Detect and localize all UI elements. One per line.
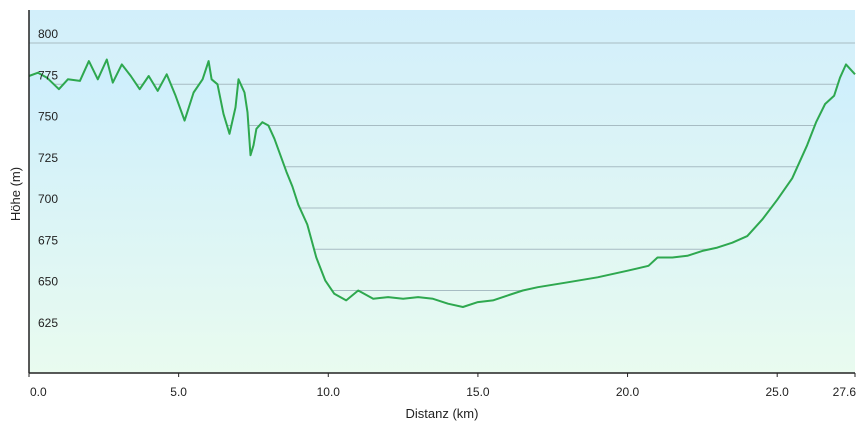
y-axis-title: Höhe (m) [8, 167, 23, 221]
y-tick-label: 675 [38, 233, 58, 247]
y-tick-label: 775 [38, 68, 58, 82]
axes [28, 10, 855, 374]
x-tick-label: 20.0 [616, 385, 640, 399]
elevation-line [28, 58, 856, 308]
x-axis-ticks: 0.0 5.0 10.0 15.0 20.0 25.0 27.6 [28, 373, 857, 399]
x-tick-label: 27.6 [833, 385, 857, 399]
x-tick-label: 15.0 [466, 385, 490, 399]
y-tick-label: 625 [38, 316, 58, 330]
y-tick-label: 750 [38, 110, 58, 124]
elevation-area-fill [29, 59, 855, 373]
y-tick-label: 650 [38, 275, 58, 289]
x-tick-label: 0.0 [30, 385, 47, 399]
y-tick-label: 800 [38, 27, 58, 41]
x-tick-label: 10.0 [317, 385, 341, 399]
x-axis-title: Distanz (km) [406, 406, 479, 421]
x-tick-label: 25.0 [766, 385, 790, 399]
y-axis-ticks: 800 775 750 725 700 675 650 625 [38, 27, 58, 330]
y-tick-label: 700 [38, 192, 58, 206]
y-tick-label: 725 [38, 151, 58, 165]
x-tick-label: 5.0 [170, 385, 187, 399]
